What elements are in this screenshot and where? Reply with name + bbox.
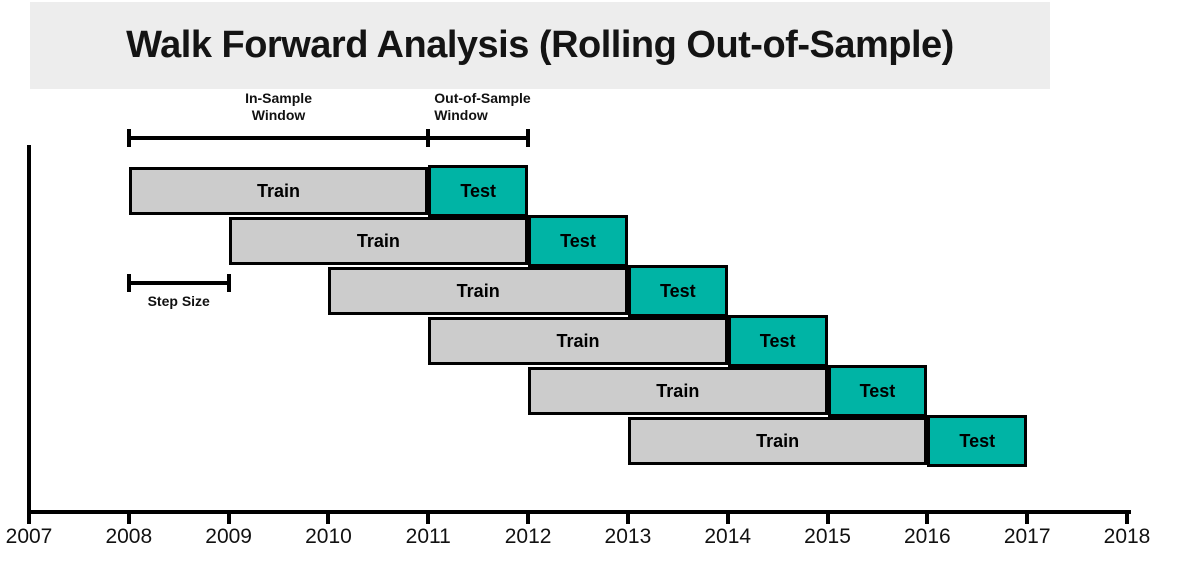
x-axis-tick: [27, 511, 31, 524]
title-banner: Walk Forward Analysis (Rolling Out-of-Sa…: [30, 2, 1050, 89]
x-axis-tick: [326, 511, 331, 524]
test-bar: Test: [428, 165, 529, 217]
x-tick-label: 2014: [704, 525, 752, 548]
test-bar: Test: [627, 265, 728, 317]
bracket-end-cap: [126, 274, 131, 292]
x-axis-tick: [426, 511, 431, 524]
chart-title: Walk Forward Analysis (Rolling Out-of-Sa…: [126, 24, 954, 66]
x-tick-label: 2011: [405, 525, 451, 548]
y-axis-line: [27, 145, 31, 514]
train-bar: Train: [627, 417, 928, 465]
x-axis-tick: [625, 511, 630, 524]
x-axis-tick: [1025, 511, 1030, 524]
x-axis-tick: [1125, 511, 1129, 524]
step-size-label: Step Size: [147, 293, 210, 309]
x-tick-label: 2007: [5, 525, 53, 548]
x-tick-label: 2016: [904, 525, 951, 548]
train-bar: Train: [428, 317, 728, 365]
train-bar: Train: [228, 217, 529, 265]
bracket-line: [128, 281, 229, 285]
x-tick-label: 2012: [504, 525, 552, 548]
test-bar: Test: [528, 215, 628, 267]
out-of-sample-window-label: Out-of-Sample Window: [434, 90, 531, 123]
bracket-end-cap: [526, 129, 531, 147]
x-tick-label: 2010: [305, 525, 352, 548]
x-tick-label: 2017: [1003, 525, 1051, 548]
x-tick-label: 2013: [604, 525, 652, 548]
x-axis-tick: [925, 511, 930, 524]
bracket-end-cap: [226, 274, 231, 292]
x-tick-label: 2018: [1103, 525, 1151, 548]
x-axis-tick: [825, 511, 830, 524]
bracket-end-cap: [126, 129, 131, 147]
bracket-end-cap: [426, 129, 431, 147]
x-tick-label: 2009: [205, 525, 252, 548]
x-axis-line: [27, 510, 1131, 514]
x-axis-tick: [526, 511, 531, 524]
test-bar: Test: [827, 365, 928, 417]
train-bar: Train: [528, 367, 828, 415]
x-axis-tick: [126, 511, 131, 524]
bracket-line: [128, 136, 429, 140]
train-bar: Train: [328, 267, 628, 315]
x-axis-tick: [226, 511, 231, 524]
in-sample-window-label: In-Sample Window: [245, 90, 312, 123]
test-bar: Test: [727, 315, 828, 367]
train-bar: Train: [128, 167, 429, 215]
x-axis-tick: [725, 511, 730, 524]
x-tick-label: 2015: [804, 525, 851, 548]
bracket-line: [428, 136, 529, 140]
test-bar: Test: [927, 415, 1028, 467]
x-tick-label: 2008: [105, 525, 153, 548]
